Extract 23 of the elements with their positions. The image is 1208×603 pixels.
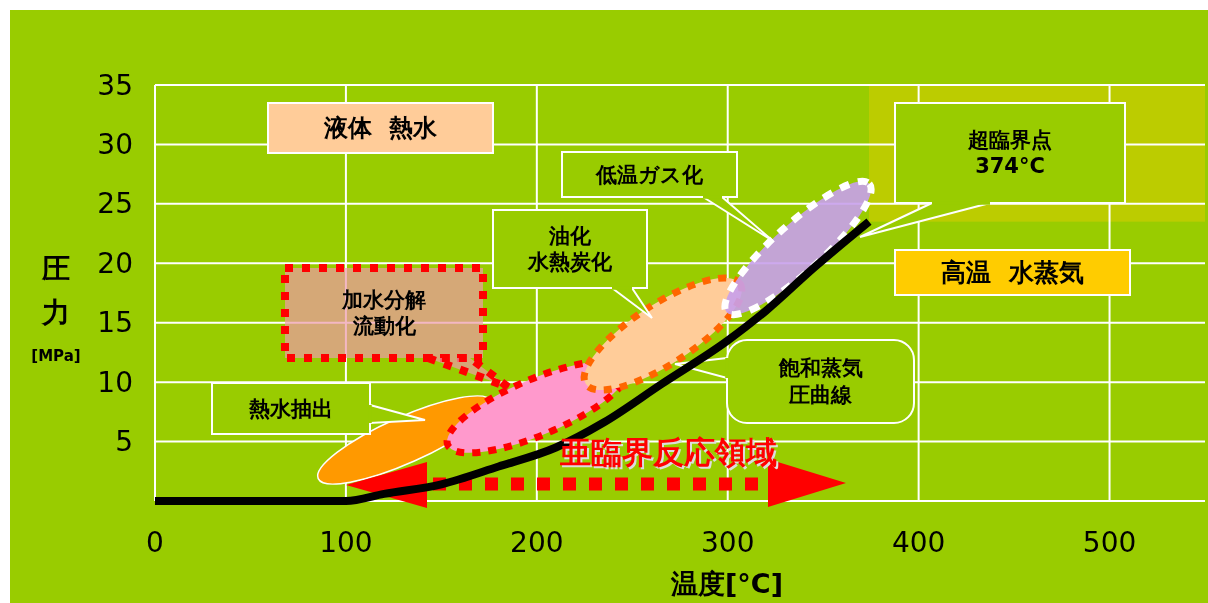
x-tick-label: 200 xyxy=(510,526,564,559)
x-tick-label: 500 xyxy=(1082,526,1137,559)
y-tick-label: 35 xyxy=(97,68,133,102)
annotation: 超臨界点 374°C xyxy=(967,127,1052,179)
annotation: 熱水抽出 xyxy=(248,396,333,421)
y-tick-label: 5 xyxy=(115,425,133,459)
x-tick-label: 400 xyxy=(891,526,946,559)
x-tick-label: 0 xyxy=(146,526,164,559)
y-tick-label: 20 xyxy=(97,246,133,280)
text: 飽和蒸気圧曲線 xyxy=(777,356,863,407)
y-tick-label: 25 xyxy=(97,187,133,221)
annotation: 液体 熱水 xyxy=(323,114,438,142)
x-tick-label: 300 xyxy=(701,526,755,559)
annotation: 低温ガス化 xyxy=(595,162,704,187)
annotation: 加水分解流動化 xyxy=(341,287,426,339)
y-tick-label: 30 xyxy=(97,127,133,161)
annotation: 油化水熱炭化 xyxy=(527,223,613,275)
x-axis-title: 温度[°C] xyxy=(670,568,783,599)
y-tick-label: 10 xyxy=(97,365,133,399)
y-tick-label: 15 xyxy=(97,306,133,340)
x-tick-label: 100 xyxy=(319,526,373,559)
annotation: 高温 水蒸気 xyxy=(941,258,1084,287)
y-axis-title: 圧力[MPa] xyxy=(31,251,81,365)
